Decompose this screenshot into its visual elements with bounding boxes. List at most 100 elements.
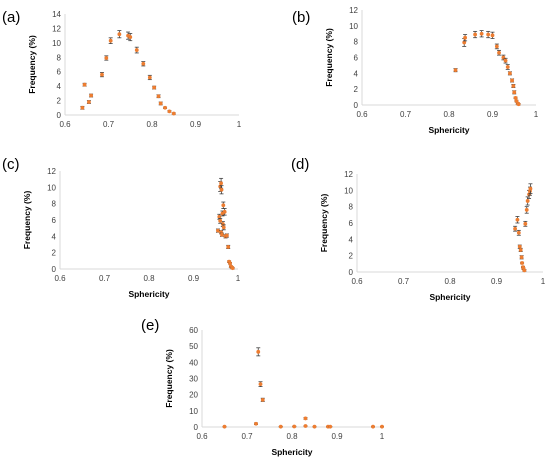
data-point [260, 397, 265, 402]
marker [463, 35, 467, 40]
marker [220, 222, 225, 226]
data-point [312, 424, 317, 429]
x-tick-label: 0.9 [331, 432, 343, 441]
y-tick-label: 10 [349, 22, 358, 31]
data-point [516, 229, 521, 236]
data-point [156, 94, 161, 99]
y-tick-label: 50 [189, 342, 198, 351]
data-point [519, 255, 524, 260]
y-tick-label: 60 [189, 326, 198, 335]
y-tick-label: 12 [349, 6, 358, 15]
marker [524, 208, 529, 212]
panel-label: (e) [141, 317, 159, 334]
y-tick-label: 30 [189, 375, 198, 384]
marker [156, 94, 161, 99]
data-point [328, 424, 333, 429]
y-tick-label: 8 [52, 200, 57, 209]
data-point [303, 416, 308, 421]
data-point [219, 185, 224, 195]
x-tick-label: 0.8 [286, 432, 298, 441]
x-tick-label: 0.6 [54, 274, 66, 283]
data-point [479, 30, 484, 38]
marker [104, 56, 109, 60]
y-axis-title: Frequency (%) [27, 35, 37, 94]
y-axis-title: Frequency (%) [164, 349, 174, 408]
marker [258, 382, 263, 387]
y-tick-label: 14 [52, 10, 61, 19]
marker [226, 245, 231, 249]
data-point [303, 424, 308, 428]
x-tick-label: 0.7 [400, 110, 412, 119]
data-point [254, 421, 258, 426]
data-point [147, 74, 152, 81]
x-tick-label: 0.9 [188, 274, 200, 283]
x-axis-title: Sphericity [429, 292, 470, 302]
marker [516, 102, 521, 107]
x-tick-label: 0.6 [59, 120, 71, 129]
data-point [171, 111, 176, 116]
data-point [80, 105, 85, 110]
marker [523, 221, 528, 226]
y-tick-label: 0 [354, 101, 359, 110]
data-point [221, 201, 226, 209]
marker [219, 181, 223, 186]
x-tick-label: 0.9 [487, 110, 499, 119]
marker [260, 397, 265, 402]
x-axis-title: Sphericity [128, 289, 169, 299]
y-tick-label: 8 [354, 38, 359, 47]
marker [494, 44, 499, 49]
data-point [230, 266, 235, 271]
y-axis-title: Frequency (%) [324, 28, 334, 87]
data-point [256, 347, 261, 357]
x-tick-label: 1 [541, 277, 546, 286]
data-point [227, 261, 232, 266]
y-tick-label: 10 [344, 186, 353, 195]
marker [218, 218, 223, 223]
marker [278, 424, 283, 429]
marker [522, 268, 527, 273]
data-point [453, 68, 458, 73]
marker [371, 424, 375, 429]
marker [256, 349, 261, 354]
data-point [221, 224, 226, 231]
marker [486, 32, 491, 37]
marker [519, 255, 524, 260]
x-tick-label: 0.8 [443, 110, 455, 119]
marker [328, 424, 333, 429]
data-point [511, 84, 516, 88]
marker [224, 233, 229, 238]
y-tick-label: 0 [349, 268, 354, 277]
y-tick-label: 12 [344, 170, 353, 179]
y-tick-label: 4 [349, 235, 354, 244]
x-tick-label: 0.9 [491, 277, 503, 286]
data-point [524, 206, 529, 214]
y-axis-title: Frequency (%) [319, 194, 329, 253]
marker [312, 424, 317, 429]
y-tick-label: 8 [57, 53, 62, 62]
marker [108, 38, 113, 43]
data-point [380, 424, 384, 429]
data-point [226, 244, 231, 249]
y-tick-label: 0 [194, 423, 199, 432]
data-point [510, 78, 515, 83]
data-point [258, 381, 263, 387]
data-point [463, 34, 468, 42]
marker [220, 232, 224, 237]
marker [380, 424, 384, 429]
panel-label: (a) [2, 9, 20, 26]
x-tick-label: 1 [534, 110, 539, 119]
data-point [473, 30, 478, 39]
data-point [515, 216, 520, 224]
y-tick-label: 20 [189, 391, 198, 400]
data-point [503, 57, 508, 64]
marker [134, 48, 139, 52]
data-point [520, 261, 525, 265]
y-tick-label: 10 [189, 407, 198, 416]
data-point [518, 247, 523, 252]
x-tick-label: 0.6 [356, 110, 368, 119]
y-tick-label: 8 [349, 203, 354, 212]
marker [510, 78, 514, 83]
